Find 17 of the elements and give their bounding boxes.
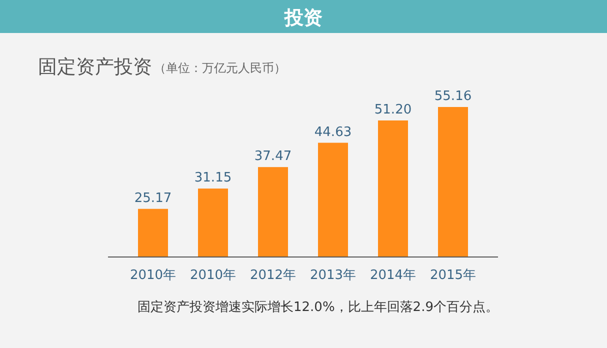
data-label: 25.17 xyxy=(134,190,172,206)
chart-subtitle: 固定资产投资 xyxy=(38,56,152,78)
text: （单位：万亿元人民币） xyxy=(154,61,286,75)
x-tick-label: 2010年 xyxy=(130,268,176,283)
data-label: 44.63 xyxy=(314,124,352,140)
x-tick-label: 2013年 xyxy=(310,268,356,283)
data-label: 51.20 xyxy=(374,102,412,118)
chart-title: 投资 xyxy=(284,7,322,29)
data-label: 55.16 xyxy=(434,89,472,104)
x-tick-label: 2012年 xyxy=(250,268,296,283)
x-tick-label: 2010年 xyxy=(190,268,236,283)
x-tick-label: 2014年 xyxy=(370,268,416,283)
data-label: 31.15 xyxy=(194,170,232,186)
x-tick-label: 2015年 xyxy=(430,268,476,283)
text: 固定资产投资增速实际增长12.0%，比上年回落2.9个百分点。 xyxy=(138,300,498,315)
data-label: 37.47 xyxy=(254,149,292,164)
header: 投资 xyxy=(0,0,607,33)
